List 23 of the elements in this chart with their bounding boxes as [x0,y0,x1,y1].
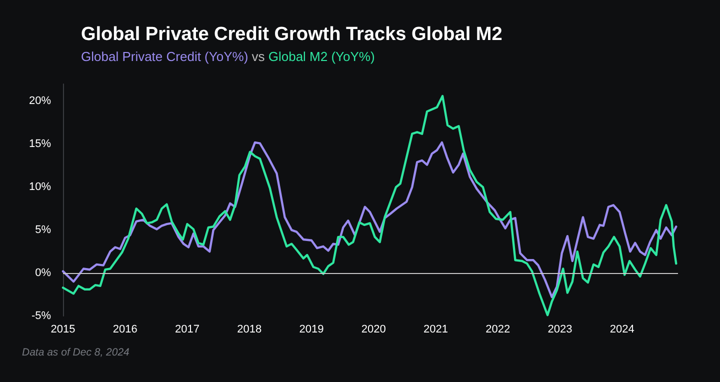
text: Global M2 (YoY%) [268,49,375,64]
y-tick-label: 15% [28,138,52,150]
x-tick-label: 2024 [610,324,634,336]
x-tick-label: 2018 [237,324,262,336]
x-tick-label: 2015 [50,324,76,336]
y-tick-label: 10% [28,181,52,194]
y-tick-label: 0% [35,267,52,280]
x-tick-label: 2021 [423,324,448,336]
x-tick-label: 2023 [548,324,572,336]
text: Global Private Credit (YoY%) [81,49,248,64]
line-series [62,94,678,316]
x-tick-label: 2020 [361,324,386,336]
text: Data as of Dec 8, 2024 [22,346,130,358]
chart-title: Global Private Credit Growth Tracks Global M2 [81,24,502,45]
x-tick-label: 2022 [486,324,510,336]
y-tick-label: 20% [28,95,52,108]
x-tick-label: 2019 [299,324,324,336]
y-tick-label: 5% [35,224,52,236]
x-tick-label: 2017 [175,324,200,336]
x-tick-label: 2016 [112,324,138,336]
line-series [62,141,678,298]
y-tick-label: -5% [31,310,52,322]
chart-subtitle: vs [252,49,266,64]
